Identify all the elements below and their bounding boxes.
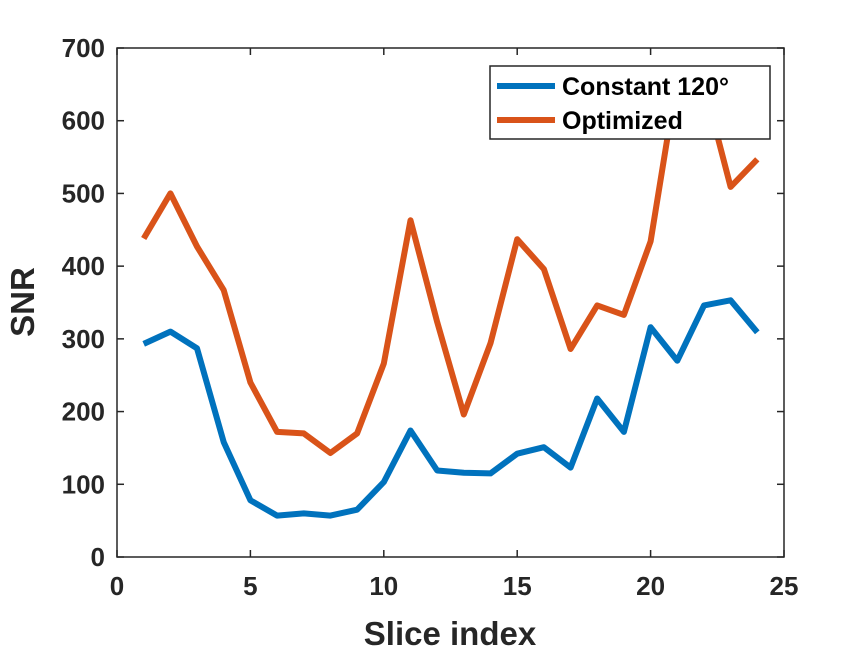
series-line-optimized <box>141 74 760 456</box>
x-tick-label: 20 <box>636 571 665 601</box>
y-tick-label: 500 <box>62 178 105 208</box>
x-tick-label: 10 <box>369 571 398 601</box>
legend: Constant 120° Optimized <box>489 65 771 140</box>
x-tick-label: 25 <box>770 571 799 601</box>
x-tick-label: 5 <box>243 571 257 601</box>
y-tick-label: 0 <box>91 542 105 572</box>
y-axis: 0 100 200 300 400 500 600 700 <box>62 33 784 572</box>
y-tick-label: 400 <box>62 251 105 281</box>
y-tick-label: 700 <box>62 33 105 63</box>
y-tick-label: 100 <box>62 469 105 499</box>
y-tick-label: 600 <box>62 106 105 136</box>
series-layer <box>141 74 760 519</box>
y-tick-label: 300 <box>62 324 105 354</box>
y-tick-label: 200 <box>62 397 105 427</box>
x-tick-label: 15 <box>503 571 532 601</box>
x-axis-label: Slice index <box>364 615 537 651</box>
legend-box <box>489 65 771 140</box>
x-tick-label: 0 <box>110 571 124 601</box>
series-line-constant-120 <box>142 297 760 519</box>
y-axis-label: SNR <box>4 267 41 337</box>
legend-label-optimized: Optimized <box>562 107 683 135</box>
x-axis: 0 5 10 15 20 25 <box>110 48 799 601</box>
legend-label-constant-120: Constant 120° <box>562 73 729 101</box>
